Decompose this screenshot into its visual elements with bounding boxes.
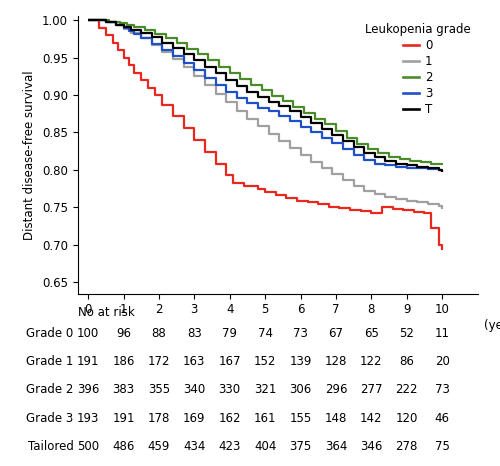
Text: 120: 120 <box>396 411 418 425</box>
Text: Grade 2: Grade 2 <box>26 384 74 397</box>
Text: Grade 0: Grade 0 <box>26 327 74 340</box>
Text: 486: 486 <box>112 439 134 452</box>
Text: 67: 67 <box>328 327 344 340</box>
Text: 86: 86 <box>400 355 414 368</box>
Text: 169: 169 <box>183 411 206 425</box>
Text: 122: 122 <box>360 355 382 368</box>
Text: 65: 65 <box>364 327 378 340</box>
Text: 178: 178 <box>148 411 170 425</box>
Text: 500: 500 <box>77 439 99 452</box>
Text: 346: 346 <box>360 439 382 452</box>
Text: 330: 330 <box>218 384 241 397</box>
Text: 191: 191 <box>77 355 100 368</box>
Text: 142: 142 <box>360 411 382 425</box>
Text: 100: 100 <box>77 327 99 340</box>
Text: 355: 355 <box>148 384 170 397</box>
Legend: 0, 1, 2, 3, T: 0, 1, 2, 3, T <box>360 19 475 121</box>
Text: 340: 340 <box>183 384 206 397</box>
Text: 152: 152 <box>254 355 276 368</box>
Text: 193: 193 <box>77 411 100 425</box>
Text: 155: 155 <box>290 411 312 425</box>
Text: 79: 79 <box>222 327 237 340</box>
Text: No at risk: No at risk <box>78 306 134 319</box>
Text: 128: 128 <box>324 355 347 368</box>
Text: 73: 73 <box>434 384 450 397</box>
Text: 88: 88 <box>152 327 166 340</box>
Text: (years): (years) <box>484 319 500 332</box>
Text: 52: 52 <box>400 327 414 340</box>
Text: 375: 375 <box>290 439 312 452</box>
Text: 163: 163 <box>183 355 206 368</box>
Text: 172: 172 <box>148 355 170 368</box>
Text: 186: 186 <box>112 355 134 368</box>
Text: 296: 296 <box>324 384 347 397</box>
Text: 161: 161 <box>254 411 276 425</box>
Text: 222: 222 <box>396 384 418 397</box>
Text: 459: 459 <box>148 439 170 452</box>
Text: 11: 11 <box>434 327 450 340</box>
Text: 75: 75 <box>434 439 450 452</box>
Text: 321: 321 <box>254 384 276 397</box>
Text: 383: 383 <box>112 384 134 397</box>
Text: 96: 96 <box>116 327 131 340</box>
Text: 364: 364 <box>324 439 347 452</box>
Text: 278: 278 <box>396 439 418 452</box>
Text: 167: 167 <box>218 355 241 368</box>
Text: 46: 46 <box>434 411 450 425</box>
Text: 139: 139 <box>290 355 312 368</box>
Text: 434: 434 <box>183 439 206 452</box>
Text: 191: 191 <box>112 411 135 425</box>
Text: 277: 277 <box>360 384 382 397</box>
Text: 306: 306 <box>290 384 312 397</box>
Text: 423: 423 <box>218 439 241 452</box>
Text: Grade 1: Grade 1 <box>26 355 74 368</box>
Text: 73: 73 <box>293 327 308 340</box>
Text: 20: 20 <box>434 355 450 368</box>
Text: 404: 404 <box>254 439 276 452</box>
Text: 83: 83 <box>187 327 202 340</box>
Text: 148: 148 <box>324 411 347 425</box>
Text: Grade 3: Grade 3 <box>26 411 74 425</box>
Text: 74: 74 <box>258 327 272 340</box>
Text: 396: 396 <box>77 384 100 397</box>
Y-axis label: Distant disease-free survival: Distant disease-free survival <box>23 70 36 240</box>
Text: 162: 162 <box>218 411 241 425</box>
Text: Tailored: Tailored <box>28 439 74 452</box>
